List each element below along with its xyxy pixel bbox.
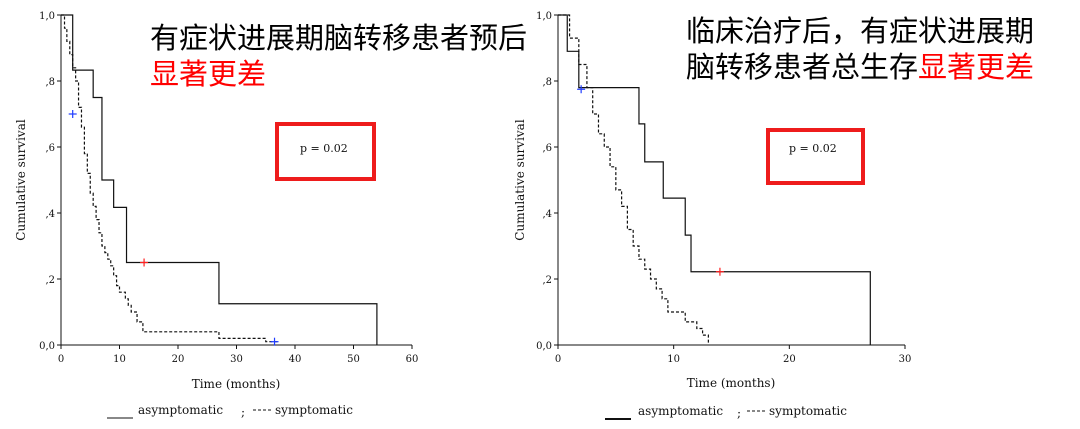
y-tick-label: 1,0 [39, 11, 55, 22]
y-tick-label: ,2 [45, 275, 55, 286]
left-chart-title: 有症状进展期脑转移患者预后 显著更差 [150, 20, 527, 92]
y-tick-label: ,4 [45, 209, 55, 220]
x-tick-label: 60 [406, 354, 419, 365]
y-tick-label: ,8 [45, 77, 55, 88]
y-tick-label: 1,0 [536, 11, 552, 22]
x-tick-label: 40 [289, 354, 302, 365]
x-tick-label: 20 [172, 354, 185, 365]
censor-mark-asymptomatic [140, 258, 149, 267]
p-value-text: p = 0.02 [789, 142, 837, 155]
censor-mark-symptomatic [577, 85, 586, 94]
right-chart-title: 临床治疗后，有症状进展期 脑转移患者总生存显著更差 [686, 13, 1034, 85]
censor-mark-symptomatic [270, 337, 279, 346]
legend-asymptomatic: asymptomatic [138, 403, 223, 417]
km-chart-left: 0 10 20 30 40 50 60 0,0 ,2 ,4 ,6 ,8 1,0 Time (months)… [14, 11, 418, 419]
y-tick-label: 0,0 [536, 341, 552, 352]
y-axis-label: Cumulative survival [513, 119, 527, 241]
p-value-box [766, 128, 865, 185]
p-value-box [275, 122, 376, 181]
x-axis-label: Time (months) [687, 376, 776, 390]
right-title-line2: 脑转移患者总生存 [686, 50, 919, 84]
legend-separator: ; [737, 406, 741, 420]
x-tick-label: 10 [667, 354, 680, 365]
right-title-highlight: 显著更差 [918, 50, 1035, 84]
legend-symptomatic: symptomatic [275, 403, 353, 417]
left-title-highlight: 显著更差 [150, 57, 267, 91]
legend-symptomatic: symptomatic [769, 404, 847, 418]
x-tick-label: 30 [230, 354, 243, 365]
left-title-text: 有症状进展期脑转移患者预后 [150, 21, 528, 55]
series-line-asymptomatic [61, 14, 378, 345]
right-title-text: 临床治疗后，有症状进展期 脑转移患者总生存显著更差 [686, 14, 1034, 84]
y-tick-label: 0,0 [39, 341, 55, 352]
x-tick-label: 0 [58, 354, 64, 365]
series-line-asymptomatic [558, 14, 871, 345]
x-tick-label: 10 [113, 354, 126, 365]
x-tick-label: 20 [783, 354, 796, 365]
y-tick-label: ,2 [542, 275, 552, 286]
censor-mark-asymptomatic [715, 267, 724, 276]
x-tick-label: 30 [899, 354, 912, 365]
y-tick-label: ,6 [542, 143, 552, 154]
x-axis-label: Time (months) [192, 377, 281, 391]
censor-mark-symptomatic [68, 110, 77, 118]
legend-separator: ; [241, 405, 245, 419]
km-chart-right: 0 10 20 30 0,0 ,2 ,4 ,6 ,8 1,0 Time (months) Cumula… [513, 11, 911, 420]
y-tick-label: ,8 [542, 77, 552, 88]
series-line-symptomatic [558, 14, 709, 345]
p-value-text: p = 0.02 [300, 142, 348, 155]
series-line-symptomatic [61, 14, 278, 343]
y-tick-label: ,4 [542, 209, 552, 220]
y-axis-label: Cumulative survival [14, 119, 28, 241]
x-tick-label: 0 [555, 354, 561, 365]
legend-asymptomatic: asymptomatic [638, 404, 723, 418]
x-tick-label: 50 [347, 354, 360, 365]
y-tick-label: ,6 [45, 143, 55, 154]
right-title-line1: 临床治疗后，有症状进展期 [686, 14, 1035, 48]
